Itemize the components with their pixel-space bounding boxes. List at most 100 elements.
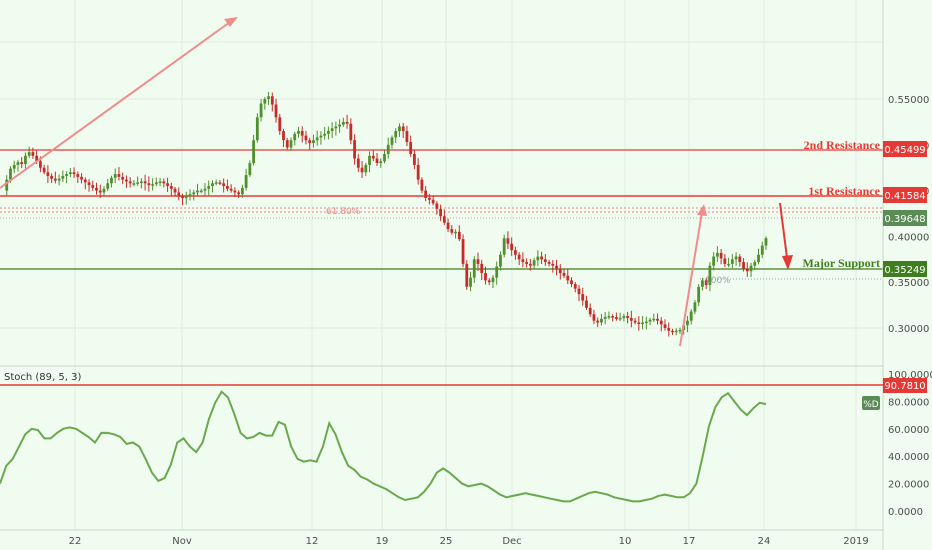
price-tick-label: 0.30000 — [888, 324, 929, 335]
resistance-1-price-box: 0.41584 — [883, 187, 927, 203]
candle-body — [641, 322, 644, 325]
candle-body — [648, 319, 652, 322]
candle-body — [375, 158, 379, 164]
candle-body — [285, 140, 289, 148]
svg-text:0.39648: 0.39648 — [884, 214, 925, 225]
candle-body — [431, 199, 435, 204]
candle-body — [577, 288, 581, 295]
stoch-tick-label: 60.0000 — [888, 425, 929, 436]
candle-body — [581, 294, 585, 301]
candle-body — [53, 178, 57, 181]
candle-body — [749, 265, 753, 272]
stoch-d-badge: %D — [862, 396, 880, 410]
time-tick-label: 10 — [619, 536, 632, 547]
candle-body — [282, 131, 285, 141]
candle-body — [708, 265, 712, 285]
candle-body — [558, 268, 562, 274]
candle-body — [162, 181, 166, 184]
candle-body — [596, 320, 600, 323]
candle-body — [192, 192, 196, 195]
candle-body — [689, 311, 693, 321]
candle-body — [338, 124, 342, 127]
candle-body — [9, 168, 12, 180]
rebound-arrow — [679, 204, 707, 347]
candle-body — [248, 163, 252, 176]
candle-body — [701, 280, 704, 287]
candle-body — [435, 203, 439, 209]
candle-body — [465, 263, 469, 287]
candle-body — [644, 321, 648, 324]
candle-body — [487, 280, 491, 283]
candle-body — [753, 262, 757, 266]
candle-body — [379, 161, 383, 164]
candle-body — [603, 317, 607, 319]
candle-body — [719, 252, 723, 259]
candle-body — [364, 164, 368, 173]
candle-body — [532, 260, 536, 266]
candle-body — [551, 263, 555, 266]
candle-body — [734, 256, 738, 260]
candle-body — [169, 186, 173, 189]
candle-body — [454, 231, 457, 234]
candle-body — [371, 155, 375, 159]
candle-body — [727, 263, 730, 266]
candle-body — [177, 192, 181, 197]
candle-body — [289, 140, 293, 148]
candle-body — [267, 96, 270, 99]
svg-text:0.41584: 0.41584 — [884, 191, 925, 202]
candle-body — [128, 181, 132, 184]
candle-body — [368, 155, 371, 165]
candle-body — [252, 140, 255, 164]
candle-body — [659, 320, 663, 325]
candle-body — [510, 243, 514, 251]
candle-body — [585, 300, 588, 308]
candle-body — [147, 183, 151, 186]
fib-618-label: 61.80% — [326, 207, 361, 217]
candle-body — [439, 208, 443, 217]
candle-body — [240, 187, 244, 195]
candle-body — [517, 254, 521, 260]
down-arrow — [779, 202, 793, 270]
candle-body — [207, 186, 211, 189]
time-tick-label: 25 — [440, 536, 453, 547]
candlestick-series — [5, 91, 768, 337]
candle-body — [457, 231, 461, 240]
candle-body — [566, 275, 570, 281]
candle-body — [341, 121, 345, 125]
candle-body — [312, 140, 315, 143]
candle-body — [315, 137, 319, 141]
candle-body — [536, 256, 540, 261]
candle-body — [573, 284, 577, 289]
candle-body — [476, 259, 480, 264]
candle-body — [499, 254, 502, 267]
candle-body — [76, 174, 80, 177]
candle-body — [562, 273, 566, 276]
candle-body — [764, 238, 768, 246]
candle-body — [166, 183, 169, 187]
candle-body — [68, 172, 72, 175]
candle-body — [416, 164, 420, 180]
candle-body — [405, 131, 409, 143]
fib-100-label: 100% — [705, 276, 731, 286]
candle-body — [323, 133, 327, 136]
candle-body — [521, 259, 525, 263]
candle-body — [300, 131, 304, 136]
candle-body — [72, 172, 76, 175]
candle-body — [480, 263, 484, 274]
candle-body — [588, 307, 592, 315]
candle-body — [540, 256, 543, 260]
time-tick-label: 19 — [376, 536, 389, 547]
candle-body — [297, 131, 300, 134]
candle-body — [117, 174, 121, 177]
svg-text:90.7810: 90.7810 — [884, 381, 925, 392]
candle-body — [270, 96, 274, 105]
candle-body — [461, 239, 465, 264]
candle-body — [24, 155, 27, 165]
candle-body — [304, 135, 308, 141]
candle-body — [222, 183, 226, 187]
stoch-tick-label: 20.0000 — [888, 480, 929, 491]
candle-body — [173, 188, 177, 193]
candle-body — [184, 196, 188, 198]
candle-body — [525, 262, 529, 264]
